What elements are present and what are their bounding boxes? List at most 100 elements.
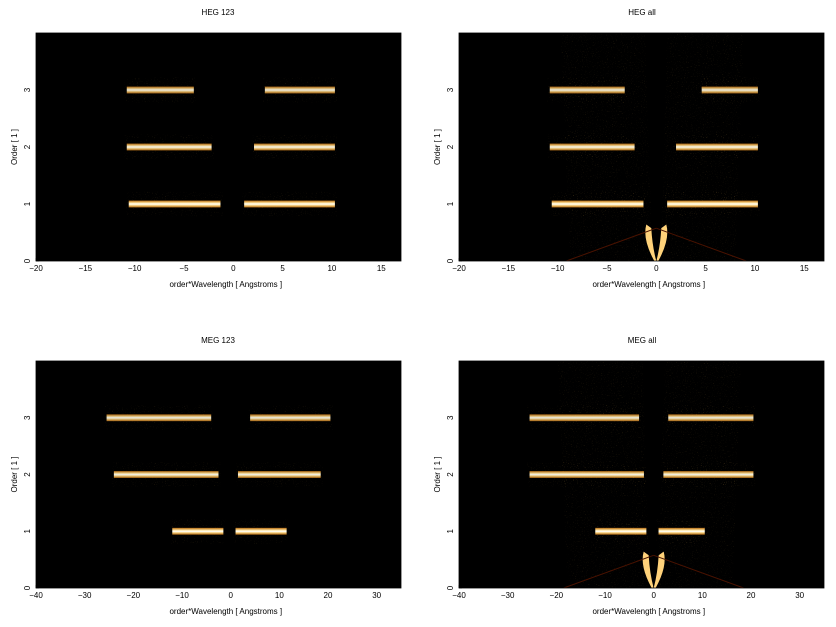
x-tick-label: 15: [800, 264, 809, 273]
x-axis-label: order*Wavelength [ Angstroms ]: [169, 280, 282, 289]
x-axis-label: order*Wavelength [ Angstroms ]: [592, 280, 705, 289]
order-3-stripe: [668, 414, 754, 422]
order-1-stripe: [658, 527, 705, 535]
y-tick-label: 1: [23, 201, 32, 206]
order-1-stripe: [595, 527, 647, 535]
x-tick-label: 20: [747, 591, 756, 600]
plot-content: [527, 361, 756, 588]
panel-3: MEG 123 −40 −30 −20 −10 0 10 20 30 0 1 2 3 order*Wave…: [10, 336, 402, 616]
order-3-stripe: [126, 86, 194, 94]
panel-title: MEG all: [628, 336, 657, 345]
x-tick-label: −40: [29, 591, 43, 600]
x-tick-label: 0: [231, 264, 236, 273]
x-tick-label: 30: [372, 591, 381, 600]
order-3-stripe: [549, 86, 625, 94]
x-tick-label: −15: [502, 264, 516, 273]
order-2-stripe: [529, 471, 644, 478]
y-tick-label: 3: [23, 415, 32, 420]
y-tick-label: 0: [446, 585, 455, 590]
x-tick-label: −10: [598, 591, 612, 600]
order-2-stripe: [113, 471, 219, 478]
plot-content: [547, 33, 760, 261]
order-3-stripe: [529, 414, 640, 422]
order-2-stripe: [663, 471, 754, 478]
x-tick-label: 5: [703, 264, 708, 273]
x-axis-label: order*Wavelength [ Angstroms ]: [169, 607, 282, 616]
y-axis-label: Order [ 1 ]: [433, 129, 442, 165]
x-tick-label: 0: [654, 264, 659, 273]
order-1-stripe: [244, 200, 335, 208]
x-tick-label: −20: [550, 591, 564, 600]
x-tick-label: −40: [452, 591, 466, 600]
x-tick-label: 10: [275, 591, 284, 600]
y-tick-label: 1: [23, 528, 32, 533]
plot-content: [124, 77, 337, 217]
x-tick-label: 10: [750, 264, 759, 273]
order-1-stripe: [172, 527, 224, 535]
x-tick-label: −15: [79, 264, 93, 273]
y-axis-label: Order [ 1 ]: [433, 456, 442, 492]
order-2-stripe: [126, 143, 212, 151]
diagonal-streak: [566, 227, 657, 261]
x-tick-label: −20: [29, 264, 43, 273]
zero-order-flare-right: [653, 551, 665, 588]
y-axis-label: Order [ 1 ]: [10, 129, 19, 165]
order-2-stripe: [549, 143, 635, 151]
plot-area: [36, 33, 401, 261]
y-tick-label: 3: [23, 87, 32, 92]
y-axis-label: Order [ 1 ]: [10, 456, 19, 492]
x-tick-label: −20: [452, 264, 466, 273]
panel-title: HEG all: [628, 8, 656, 17]
zero-order-flare-left: [645, 224, 657, 261]
panel-title: MEG 123: [201, 336, 235, 345]
order-1-stripe: [235, 527, 287, 535]
diagonal-streak: [656, 227, 747, 261]
y-tick-label: 2: [446, 144, 455, 149]
y-tick-label: 1: [446, 528, 455, 533]
panel-title: HEG 123: [202, 8, 235, 17]
x-tick-label: −10: [551, 264, 565, 273]
y-tick-label: 0: [23, 585, 32, 590]
x-tick-label: −5: [179, 264, 189, 273]
order-3-stripe: [264, 86, 335, 94]
x-tick-label: −10: [175, 591, 189, 600]
x-tick-label: 10: [698, 591, 707, 600]
order-3-stripe: [250, 414, 331, 422]
x-tick-label: −30: [501, 591, 515, 600]
x-tick-label: −30: [78, 591, 92, 600]
y-tick-label: 0: [23, 258, 32, 263]
x-tick-label: 5: [280, 264, 285, 273]
y-tick-label: 3: [446, 87, 455, 92]
zero-gap: [645, 33, 668, 239]
zero-order-flare-left: [642, 551, 654, 588]
order-1-stripe: [128, 200, 221, 208]
order-2-stripe: [254, 143, 335, 151]
order-2-stripe: [237, 471, 321, 478]
plot-content: [104, 405, 333, 544]
order-1-stripe: [667, 200, 758, 208]
y-tick-label: 0: [446, 258, 455, 263]
panel-1: HEG 123 −20 −15 −10 −5 0 5 10 15 0 1 2 3 order*Wavele…: [10, 8, 402, 289]
diagonal-streak: [563, 554, 654, 588]
panel-4: MEG all −40 −30 −20 −10 0 10 20 30 0 1 2 3 order*Wave…: [433, 336, 825, 616]
x-tick-label: 20: [324, 591, 333, 600]
order-2-stripe: [676, 143, 758, 151]
y-tick-label: 2: [446, 472, 455, 477]
y-tick-label: 2: [23, 472, 32, 477]
x-tick-label: 0: [651, 591, 656, 600]
order-1-stripe: [551, 200, 644, 208]
x-tick-label: −20: [127, 591, 141, 600]
zero-gap: [642, 361, 665, 566]
order-3-stripe: [701, 86, 758, 94]
order-3-stripe: [106, 414, 212, 422]
x-tick-label: −10: [128, 264, 142, 273]
diagonal-streak: [653, 554, 744, 588]
y-tick-label: 2: [23, 144, 32, 149]
x-tick-label: 10: [327, 264, 336, 273]
x-tick-label: 30: [795, 591, 804, 600]
x-tick-label: 0: [228, 591, 233, 600]
y-tick-label: 1: [446, 201, 455, 206]
x-tick-label: 15: [377, 264, 386, 273]
panel-2: HEG all −20 −15 −10 −5 0 5 10 15 0 1 2 3 order*Wavele…: [433, 8, 825, 289]
